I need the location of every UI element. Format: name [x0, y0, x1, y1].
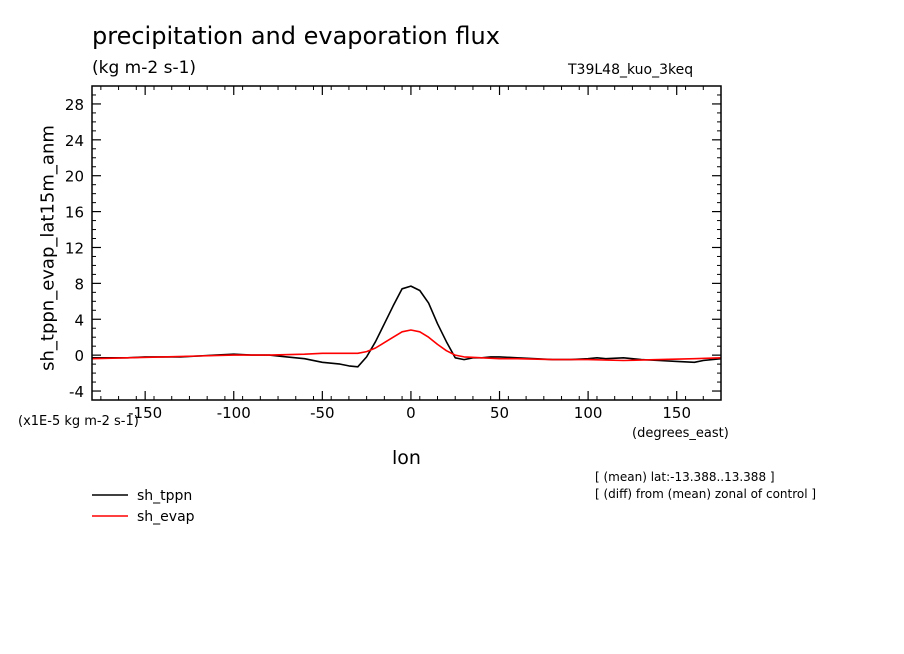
y-scale-note: (x1E-5 kg m-2 s-1): [18, 414, 139, 429]
x-tick-label: 150: [662, 404, 691, 422]
legend-label-sh_evap: sh_evap: [137, 509, 195, 525]
x-tick-label: -100: [217, 404, 251, 422]
y-tick-label: 20: [65, 168, 84, 186]
x-tick-label: 0: [406, 404, 416, 422]
tick-layer: -4 0 4 8 12 16 20 24 28 -150 -100 -50 0 50 100 150: [65, 85, 722, 422]
note-mean-lat: [ (mean) lat:-13.388..13.388 ]: [595, 470, 775, 484]
series-layer: [91, 285, 722, 368]
y-tick-label: 4: [74, 311, 84, 329]
y-tick-label: 8: [74, 275, 84, 293]
y-tick-label: 24: [65, 132, 84, 150]
series-line-sh_tppn: [92, 285, 722, 368]
note-diff: [ (diff) from (mean) zonal of control ]: [595, 487, 817, 501]
y-tick-label: 28: [65, 96, 84, 114]
series-line-sh_evap: [91, 329, 722, 362]
y-tick-label: 16: [65, 204, 84, 222]
plot-frame: [91, 85, 722, 401]
y-tick-label: 12: [65, 239, 84, 257]
x-tick-label: -150: [128, 404, 162, 422]
x-tick-label: 100: [574, 404, 603, 422]
x-tick-label: -50: [310, 404, 335, 422]
x-tick-label: 50: [490, 404, 509, 422]
chart-subtitle: (kg m-2 s-1): [92, 58, 197, 78]
x-axis-units: (degrees_east): [632, 426, 729, 441]
legend: sh_tppn sh_evap: [92, 488, 195, 525]
y-tick-label: 0: [74, 347, 84, 365]
chart-title: precipitation and evaporation flux: [92, 22, 500, 50]
run-label: T39L48_kuo_3keq: [568, 62, 694, 78]
legend-label-sh_tppn: sh_tppn: [137, 488, 192, 504]
y-tick-label: -4: [69, 383, 84, 401]
x-axis-label: lon: [392, 447, 421, 469]
